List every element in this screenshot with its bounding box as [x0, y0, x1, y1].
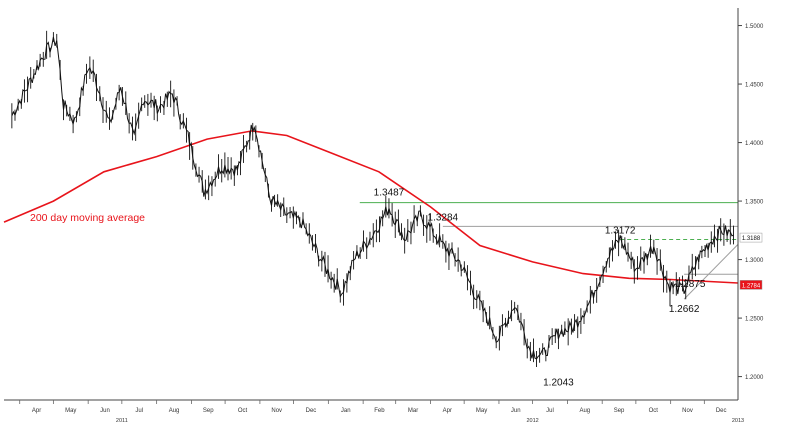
y-tick-label: 1.2000 — [745, 375, 764, 381]
x-tick-label: Aug — [169, 408, 180, 414]
x-tick-label: May — [476, 408, 487, 414]
price-line — [11, 36, 734, 360]
support-trendline — [683, 244, 739, 300]
x-tick-label: Oct — [649, 408, 659, 414]
legend-label: 200 day moving average — [30, 212, 145, 224]
x-tick-label: Sep — [203, 408, 214, 414]
x-tick-label: Jun — [511, 408, 521, 414]
annotations: 1.3487 1.3284 1.3172 1.2875 1.2662 1.2043 1.31… — [374, 188, 763, 389]
x-tick-label: Mar — [408, 408, 418, 414]
horizontal-levels — [359, 202, 738, 275]
annotation-label: 1.2875 — [675, 279, 706, 290]
y-tick-label: 1.3500 — [745, 200, 764, 206]
x-tick-label: Apr — [32, 408, 41, 414]
x-tick-label: Nov — [271, 408, 282, 414]
y-tick-label: 1.2500 — [745, 317, 764, 323]
x-tick-label: Sep — [614, 408, 625, 414]
x-year-label: 2013 — [732, 418, 744, 424]
y-tick-label: 1.5000 — [745, 24, 764, 30]
x-tick-label: Aug — [579, 408, 590, 414]
x-tick-label: Nov — [682, 408, 693, 414]
annotation-label: 1.3487 — [374, 188, 405, 199]
price-tag-box — [739, 280, 763, 290]
annotation-label: 1.3284 — [428, 212, 459, 223]
moving-average-layer — [3, 130, 739, 284]
price-layer — [11, 30, 734, 367]
price-tag-box — [739, 232, 763, 243]
x-tick-label: Jun — [100, 408, 110, 414]
x-tick-label: Dec — [716, 408, 727, 414]
x-tick-label: Apr — [443, 408, 452, 414]
trendlines — [683, 244, 739, 300]
x-tick-label: Jul — [546, 408, 554, 414]
annotation-label: 1.3172 — [605, 225, 636, 236]
x-tick-label: Feb — [374, 408, 385, 414]
x-tick-label: Jan — [341, 408, 351, 414]
y-tick-label: 1.4500 — [745, 83, 764, 89]
x-year-label: 2011 — [116, 418, 128, 424]
x-year-label: 2012 — [526, 418, 538, 424]
moving-average-line — [3, 130, 739, 284]
x-tick-label: Jul — [135, 408, 143, 414]
x-tick-label: Oct — [238, 408, 248, 414]
annotation-label: 1.2662 — [669, 304, 700, 315]
y-tick-label: 1.4000 — [745, 141, 764, 147]
x-tick-label: Dec — [306, 408, 317, 414]
y-tick-label: 1.3000 — [745, 258, 764, 264]
price-tag-label: 1.2784 — [742, 283, 761, 289]
annotation-label: 1.2043 — [543, 378, 574, 389]
axes: 1.5000 1.4500 1.4000 1.3500 1.3000 1.2500 1.20… — [4, 8, 764, 424]
price-tag-label: 1.3188 — [742, 236, 761, 242]
x-tick-label: May — [65, 408, 76, 414]
